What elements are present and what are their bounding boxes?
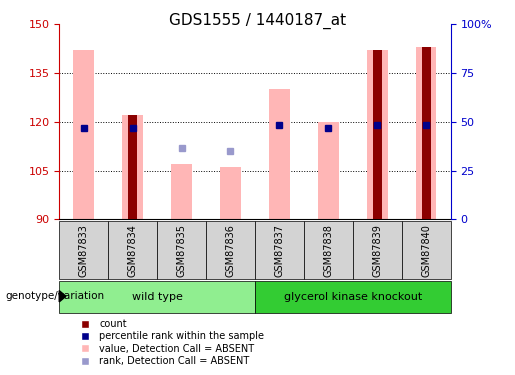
Text: GSM87833: GSM87833 (79, 224, 89, 277)
Text: GSM87840: GSM87840 (421, 224, 431, 277)
Text: GSM87834: GSM87834 (128, 224, 138, 277)
Bar (318, 122, 338, 219)
Bar (74, 50, 94, 219)
Text: wild type: wild type (132, 292, 182, 302)
Bar (353, 221, 402, 279)
Bar (123, 116, 143, 219)
Bar (422, 47, 431, 219)
Bar (206, 221, 255, 279)
Bar (269, 89, 289, 219)
Bar (373, 50, 382, 219)
Bar (128, 116, 137, 219)
Text: GSM87839: GSM87839 (372, 224, 382, 277)
Bar (59, 221, 108, 279)
Bar (304, 221, 353, 279)
Polygon shape (59, 291, 66, 302)
Bar (367, 50, 387, 219)
Bar (59, 281, 255, 313)
Bar (220, 167, 241, 219)
Bar (402, 221, 451, 279)
Text: GSM87835: GSM87835 (177, 224, 186, 277)
Bar (255, 221, 304, 279)
Bar (416, 47, 436, 219)
Text: GSM87836: GSM87836 (226, 224, 235, 277)
Bar (108, 221, 157, 279)
Legend: count, percentile rank within the sample, value, Detection Call = ABSENT, rank, : count, percentile rank within the sample… (72, 315, 268, 370)
Text: GSM87837: GSM87837 (274, 224, 284, 277)
Text: GSM87838: GSM87838 (323, 224, 333, 277)
Text: GDS1555 / 1440187_at: GDS1555 / 1440187_at (169, 13, 346, 29)
Text: genotype/variation: genotype/variation (5, 291, 104, 301)
Bar (171, 164, 192, 219)
Bar (157, 221, 206, 279)
Text: glycerol kinase knockout: glycerol kinase knockout (284, 292, 422, 302)
Bar (255, 281, 451, 313)
